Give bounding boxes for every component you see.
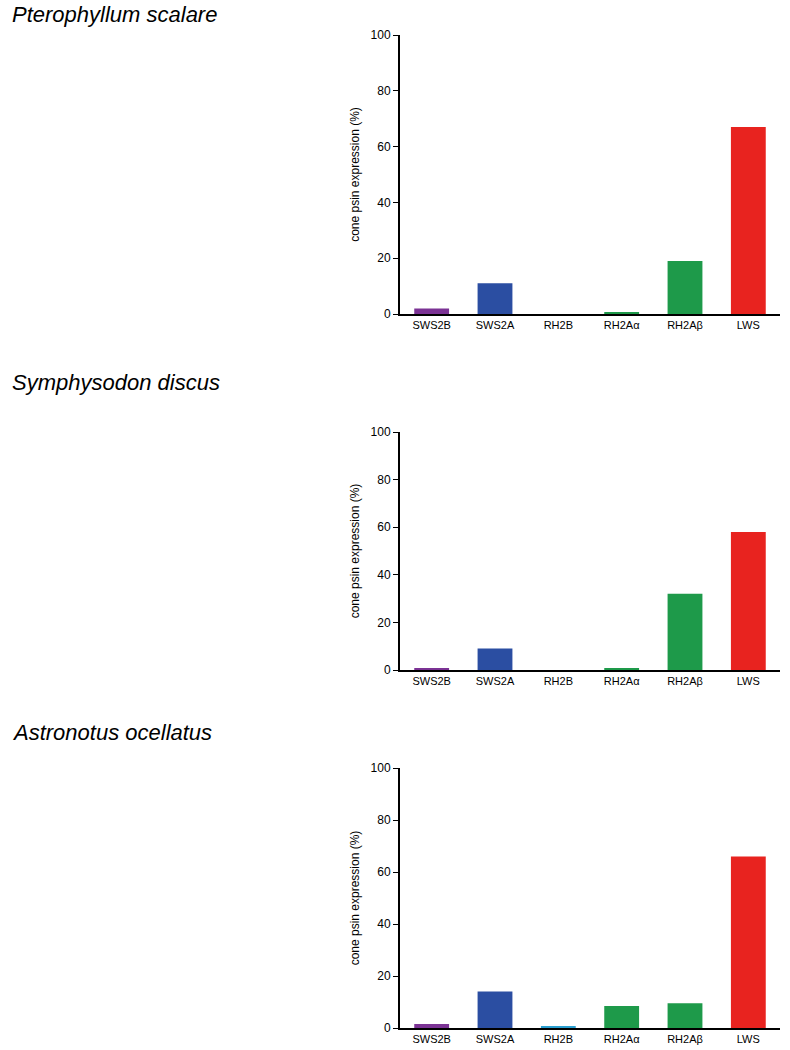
svg-text:100: 100	[371, 28, 391, 42]
svg-text:SWS2B: SWS2B	[412, 319, 451, 331]
svg-text:Symphysodon discus: Symphysodon discus	[12, 370, 220, 395]
svg-text:80: 80	[377, 813, 391, 827]
svg-text:100: 100	[371, 761, 391, 775]
svg-text:SWS2B: SWS2B	[412, 675, 451, 687]
svg-text:40: 40	[377, 196, 391, 210]
svg-text:60: 60	[377, 865, 391, 879]
svg-text:80: 80	[377, 473, 391, 487]
svg-text:40: 40	[377, 917, 391, 931]
svg-text:LWS: LWS	[737, 1033, 760, 1045]
svg-text:Pterophyllum scalare: Pterophyllum scalare	[12, 2, 217, 27]
svg-text:0: 0	[384, 1021, 391, 1035]
svg-text:20: 20	[377, 251, 391, 265]
svg-text:RH2Aα: RH2Aα	[604, 675, 640, 687]
svg-text:SWS2A: SWS2A	[476, 319, 515, 331]
svg-text:RH2B: RH2B	[544, 1033, 573, 1045]
svg-text:20: 20	[377, 616, 391, 630]
svg-text:0: 0	[384, 307, 391, 321]
svg-text:80: 80	[377, 84, 391, 98]
svg-text:cone psin expression (%): cone psin expression (%)	[348, 107, 362, 242]
svg-text:SWS2A: SWS2A	[476, 675, 515, 687]
svg-text:SWS2B: SWS2B	[412, 1033, 451, 1045]
svg-text:cone psin expression (%): cone psin expression (%)	[348, 484, 362, 619]
svg-text:RH2B: RH2B	[544, 319, 573, 331]
svg-text:LWS: LWS	[737, 675, 760, 687]
svg-text:100: 100	[371, 425, 391, 439]
svg-text:RH2Aα: RH2Aα	[604, 1033, 640, 1045]
svg-text:cone psin expression (%): cone psin expression (%)	[348, 831, 362, 966]
svg-text:RH2B: RH2B	[544, 675, 573, 687]
svg-text:LWS: LWS	[737, 319, 760, 331]
svg-text:RH2Aβ: RH2Aβ	[667, 1033, 703, 1045]
svg-text:60: 60	[377, 520, 391, 534]
svg-text:40: 40	[377, 568, 391, 582]
svg-text:60: 60	[377, 140, 391, 154]
svg-text:RH2Aβ: RH2Aβ	[667, 675, 703, 687]
svg-text:Astronotus ocellatus: Astronotus ocellatus	[12, 720, 212, 745]
svg-text:0: 0	[384, 663, 391, 677]
svg-text:20: 20	[377, 969, 391, 983]
svg-text:SWS2A: SWS2A	[476, 1033, 515, 1045]
svg-text:RH2Aβ: RH2Aβ	[667, 319, 703, 331]
svg-text:RH2Aα: RH2Aα	[604, 319, 640, 331]
